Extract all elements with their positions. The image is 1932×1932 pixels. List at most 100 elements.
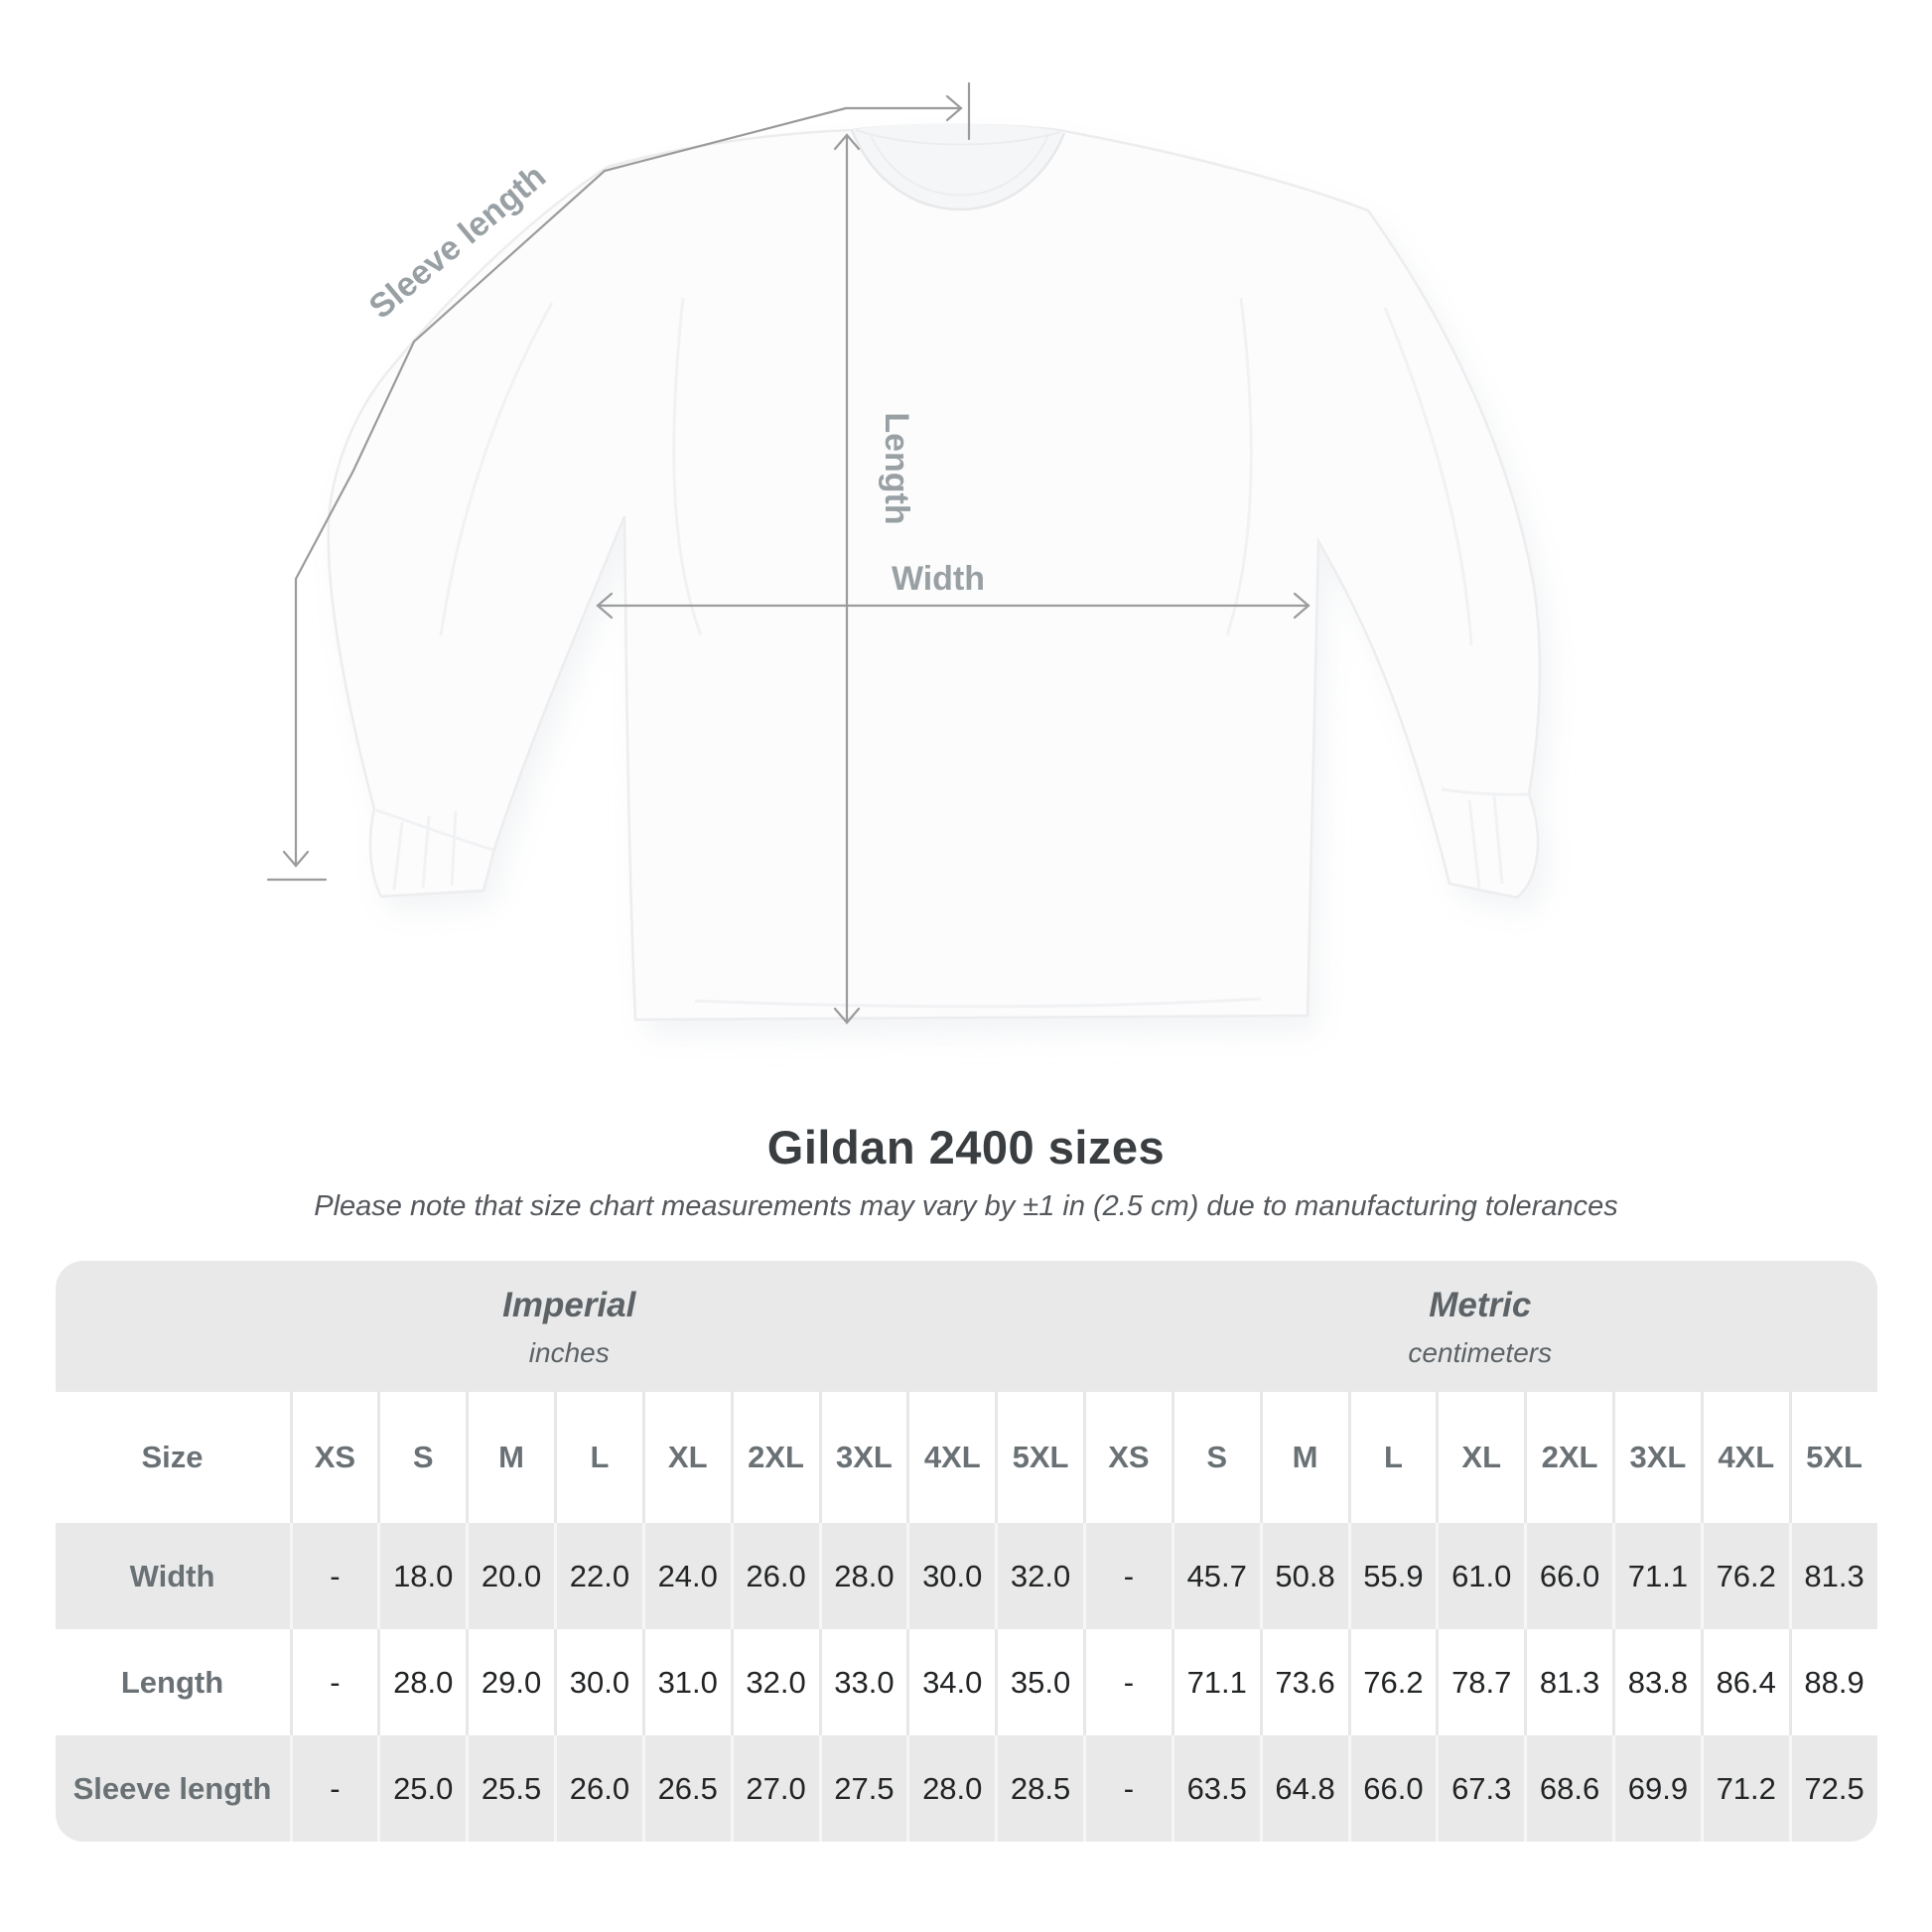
sleeve-arrow-right bbox=[945, 94, 963, 122]
measurement-cell: 69.9 bbox=[1612, 1735, 1701, 1842]
size-header-imperial-m: M bbox=[466, 1392, 554, 1523]
measurement-cell: 28.0 bbox=[377, 1629, 466, 1735]
size-header-imperial-5xl: 5XL bbox=[995, 1392, 1083, 1523]
measurement-cell: 32.0 bbox=[730, 1629, 819, 1735]
measurement-cell: 26.0 bbox=[730, 1523, 819, 1629]
size-header-row: Size XS S M L XL 2XL 3XL 4XL 5XL XS S M L XL 2XL 3XL 4XL 5… bbox=[55, 1392, 1877, 1523]
table-row-length: Length -28.0 29.0 30.0 31.0 32.0 33.0 34.0 35.0-… bbox=[55, 1629, 1877, 1735]
width-arrow-right bbox=[1293, 592, 1311, 620]
metric-group-header: Metric centimeters bbox=[1083, 1261, 1877, 1392]
measurement-cell: 67.3 bbox=[1436, 1735, 1524, 1842]
shirt-diagram-svg: Sleeve length Length Width bbox=[266, 81, 1551, 1035]
measurement-cell: 71.2 bbox=[1700, 1735, 1789, 1842]
length-arrow-up bbox=[833, 133, 861, 151]
measurement-cell: - bbox=[1083, 1523, 1172, 1629]
shirt-silhouette bbox=[327, 123, 1542, 1022]
size-header-metric-5xl: 5XL bbox=[1788, 1392, 1877, 1523]
width-arrow-left bbox=[596, 592, 614, 620]
size-header-metric-3xl: 3XL bbox=[1612, 1392, 1701, 1523]
measurement-cell: - bbox=[289, 1629, 378, 1735]
measurement-cell: 31.0 bbox=[641, 1629, 731, 1735]
measurement-cell: 25.5 bbox=[466, 1735, 554, 1842]
row-label: Length bbox=[120, 1664, 224, 1700]
measurement-cell: 34.0 bbox=[906, 1629, 995, 1735]
measurement-cell: 73.6 bbox=[1259, 1629, 1348, 1735]
imperial-group-title: Imperial bbox=[502, 1286, 636, 1324]
measurement-lines bbox=[266, 81, 1311, 1025]
measurement-cell: 68.6 bbox=[1524, 1735, 1612, 1842]
measurement-cell: 25.0 bbox=[377, 1735, 466, 1842]
imperial-group-header: Imperial inches bbox=[56, 1261, 1084, 1392]
measurement-cell: 81.3 bbox=[1788, 1523, 1877, 1629]
measurement-cell: 27.0 bbox=[730, 1735, 819, 1842]
measurement-cell: 55.9 bbox=[1347, 1523, 1437, 1629]
size-header-imperial-s: S bbox=[377, 1392, 466, 1523]
table-row-sleeve-length: Sleeve length -25.0 25.5 26.0 26.5 27.0 27.5 28… bbox=[55, 1735, 1877, 1842]
size-column-header: Size bbox=[141, 1440, 204, 1474]
measurement-cell: 64.8 bbox=[1259, 1735, 1348, 1842]
size-header-imperial-xs: XS bbox=[289, 1392, 378, 1523]
measurement-cell: 66.0 bbox=[1347, 1735, 1437, 1842]
measurement-cell: 33.0 bbox=[818, 1629, 907, 1735]
sleeve-contour-line bbox=[294, 106, 848, 868]
measurement-cell: 35.0 bbox=[995, 1629, 1083, 1735]
size-header-imperial-3xl: 3XL bbox=[818, 1392, 907, 1523]
measurement-cell: 32.0 bbox=[995, 1523, 1083, 1629]
size-header-metric-xl: XL bbox=[1436, 1392, 1524, 1523]
measurement-cell: 29.0 bbox=[466, 1629, 554, 1735]
size-header-imperial-l: L bbox=[554, 1392, 642, 1523]
title-block: Gildan 2400 sizes Please note that size … bbox=[0, 1120, 1932, 1223]
measurement-cell: 28.5 bbox=[995, 1735, 1083, 1842]
measurement-cell: - bbox=[289, 1735, 378, 1842]
measurement-cell: 71.1 bbox=[1612, 1523, 1701, 1629]
measurement-cell: 76.2 bbox=[1347, 1629, 1437, 1735]
measurement-cell: 26.5 bbox=[641, 1735, 731, 1842]
measurement-cell: 81.3 bbox=[1524, 1629, 1612, 1735]
size-header-metric-4xl: 4XL bbox=[1700, 1392, 1789, 1523]
fabric-creases bbox=[375, 297, 1530, 1009]
metric-group-unit: centimeters bbox=[1408, 1337, 1553, 1368]
measurement-cell: 30.0 bbox=[554, 1629, 642, 1735]
size-header-imperial-4xl: 4XL bbox=[906, 1392, 995, 1523]
size-header-metric-l: L bbox=[1347, 1392, 1437, 1523]
measurement-cell: 26.0 bbox=[554, 1735, 642, 1842]
measurement-cell: 18.0 bbox=[377, 1523, 466, 1629]
measurement-cell: 20.0 bbox=[466, 1523, 554, 1629]
tolerance-note: Please note that size chart measurements… bbox=[314, 1190, 1618, 1222]
size-header-imperial-xl: XL bbox=[641, 1392, 731, 1523]
measurement-cell: 66.0 bbox=[1524, 1523, 1612, 1629]
measurement-cell: 24.0 bbox=[641, 1523, 731, 1629]
length-arrow-down bbox=[833, 1007, 861, 1025]
measurement-cell: 63.5 bbox=[1171, 1735, 1260, 1842]
measurement-cell: - bbox=[1083, 1629, 1172, 1735]
sleeve-arrow-down bbox=[282, 850, 310, 868]
measurement-cell: 86.4 bbox=[1700, 1629, 1789, 1735]
size-header-metric-xs: XS bbox=[1083, 1392, 1172, 1523]
page-title: Gildan 2400 sizes bbox=[766, 1121, 1166, 1173]
measurement-cell: 88.9 bbox=[1788, 1629, 1877, 1735]
measurement-cell: 22.0 bbox=[554, 1523, 642, 1629]
row-label: Width bbox=[129, 1558, 215, 1593]
shirt-measurement-diagram: Sleeve length Length Width bbox=[266, 81, 1551, 1035]
measurement-cell: 61.0 bbox=[1436, 1523, 1524, 1629]
measurement-cell: - bbox=[289, 1523, 378, 1629]
metric-group-title: Metric bbox=[1429, 1286, 1532, 1324]
size-table-grid: Size XS S M L XL 2XL 3XL 4XL 5XL XS S M L XL 2XL 3XL 4XL 5… bbox=[55, 1392, 1877, 1842]
width-label: Width bbox=[892, 560, 985, 598]
measurement-cell: 27.5 bbox=[818, 1735, 907, 1842]
measurement-cell: 30.0 bbox=[906, 1523, 995, 1629]
collar bbox=[850, 123, 1066, 211]
size-table: Imperial inches Metric centimeters Size X… bbox=[55, 1261, 1877, 1842]
measurement-cell: - bbox=[1083, 1735, 1172, 1842]
size-header-metric-m: M bbox=[1259, 1392, 1348, 1523]
size-header-imperial-2xl: 2XL bbox=[730, 1392, 819, 1523]
unit-group-band: Imperial inches Metric centimeters bbox=[55, 1261, 1877, 1392]
measurement-cell: 72.5 bbox=[1788, 1735, 1877, 1842]
measurement-cell: 83.8 bbox=[1612, 1629, 1701, 1735]
measurement-cell: 71.1 bbox=[1171, 1629, 1260, 1735]
measurement-cell: 28.0 bbox=[906, 1735, 995, 1842]
measurement-cell: 45.7 bbox=[1171, 1523, 1260, 1629]
table-row-width: Width -18.0 20.0 22.0 24.0 26.0 28.0 30.0 32.0-4… bbox=[55, 1523, 1877, 1629]
measurement-cell: 78.7 bbox=[1436, 1629, 1524, 1735]
